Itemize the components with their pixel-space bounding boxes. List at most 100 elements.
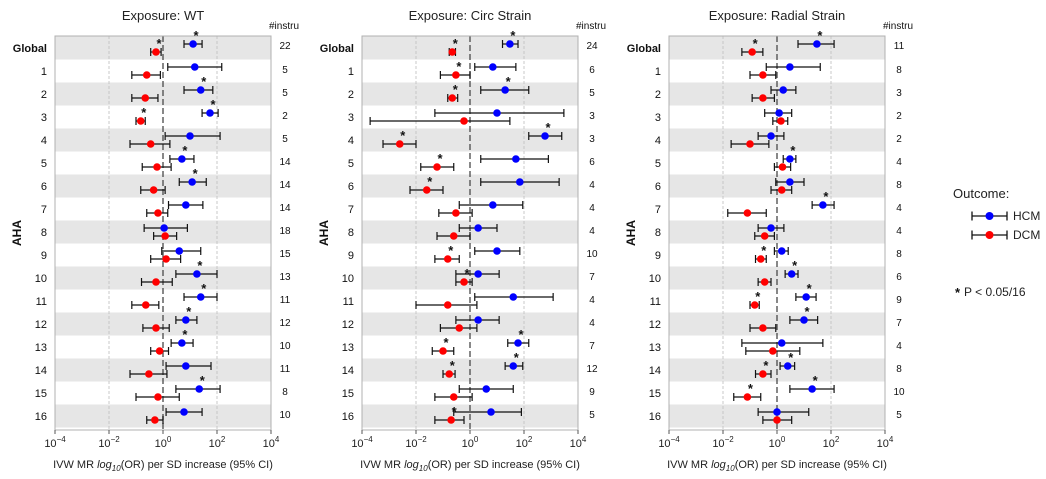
point-hcm: * — [784, 258, 799, 278]
point-hcm: * — [201, 97, 219, 117]
point-dcm — [438, 209, 473, 217]
point-dcm: * — [434, 404, 465, 424]
row-label: 14 — [35, 365, 47, 377]
point-marker — [152, 48, 160, 56]
instrument-count: 10 — [893, 387, 905, 398]
point-dcm: * — [382, 128, 417, 148]
instrument-count: 14 — [279, 157, 291, 168]
instrument-count: 2 — [282, 111, 288, 122]
point-marker — [136, 117, 145, 125]
row-label: 5 — [41, 158, 47, 170]
significance-star: * — [545, 120, 551, 135]
point-dcm: * — [749, 289, 761, 309]
point-marker — [802, 293, 810, 301]
point-hcm — [474, 247, 521, 255]
row-label: 9 — [348, 250, 354, 262]
point-marker — [182, 201, 190, 209]
point-marker — [422, 186, 431, 194]
significance-star: * — [456, 59, 462, 74]
point-marker — [474, 270, 482, 278]
significance-star: * — [763, 358, 769, 373]
significance-star: * — [807, 281, 813, 296]
point-hcm: * — [183, 74, 214, 94]
x-tick-label: 10−2 — [405, 435, 427, 450]
point-dcm: * — [434, 243, 460, 263]
x-tick-label: 102 — [209, 435, 226, 450]
point-marker — [152, 278, 160, 286]
panel-title: Exposure: Circ Strain — [409, 8, 532, 23]
point-marker — [779, 86, 788, 94]
legend-dcm-label: DCM — [1013, 228, 1040, 242]
point-dcm: * — [448, 36, 459, 56]
row-label: 9 — [41, 250, 47, 262]
row-band — [669, 59, 885, 83]
row-label: 1 — [348, 66, 354, 78]
row-label: 4 — [655, 135, 661, 147]
point-marker — [759, 71, 767, 79]
point-dcm — [129, 140, 171, 148]
point-hcm — [757, 132, 785, 140]
point-marker — [196, 293, 205, 301]
point-marker — [516, 178, 524, 186]
row-label: 5 — [348, 158, 354, 170]
row-label: 16 — [342, 411, 354, 423]
point-marker — [443, 255, 452, 263]
significance-star: * — [506, 74, 512, 89]
point-marker — [153, 163, 161, 171]
point-marker — [786, 155, 794, 163]
row-label: 11 — [650, 296, 661, 308]
point-marker — [514, 339, 522, 347]
point-marker — [769, 347, 777, 355]
point-marker — [489, 201, 497, 209]
point-dcm: * — [409, 174, 444, 194]
point-hcm — [765, 63, 821, 71]
significance-note: * P < 0.05/16 — [955, 285, 1026, 300]
instrument-count: 6 — [589, 157, 595, 168]
point-hcm: * — [795, 281, 817, 301]
instrument-count: 12 — [279, 318, 291, 329]
point-hcm: * — [501, 28, 519, 48]
point-hcm: * — [789, 304, 819, 324]
point-hcm: * — [175, 373, 221, 393]
significance-star: * — [464, 266, 470, 281]
point-hcm: * — [782, 143, 797, 163]
significance-star: * — [452, 404, 458, 419]
point-marker — [452, 209, 460, 217]
legend-title: Outcome: — [953, 186, 1009, 201]
point-marker — [452, 71, 460, 79]
row-label: 14 — [342, 365, 354, 377]
instrument-count: 6 — [896, 272, 902, 283]
significance-star: * — [182, 143, 188, 158]
significance-star: * — [448, 243, 454, 258]
point-marker — [773, 416, 781, 424]
point-dcm — [749, 71, 777, 79]
point-hcm — [165, 362, 212, 370]
significance-star: * — [761, 243, 767, 258]
row-label: 7 — [348, 204, 354, 216]
legend-item-hcm: HCM — [971, 209, 1040, 223]
point-hcm: * — [178, 166, 207, 186]
point-dcm: * — [754, 243, 767, 263]
point-dcm — [436, 232, 471, 240]
point-marker — [767, 132, 775, 140]
point-marker — [195, 385, 204, 393]
point-hcm — [474, 63, 517, 71]
significance-star: * — [453, 36, 459, 51]
point-marker — [756, 255, 765, 263]
instrument-count: 5 — [282, 88, 288, 99]
x-axis-label: IVW MR log10(OR) per SD increase (95% CI… — [667, 459, 887, 473]
point-hcm — [434, 109, 565, 117]
panel-title: Exposure: Radial Strain — [709, 8, 846, 23]
point-hcm: * — [811, 189, 835, 209]
row-label: 1 — [41, 66, 47, 78]
significance-star: * — [788, 350, 794, 365]
point-marker — [439, 347, 447, 355]
point-dcm — [141, 163, 172, 171]
point-dcm — [754, 232, 775, 240]
instrument-count: 4 — [589, 318, 595, 329]
point-dcm — [146, 209, 169, 217]
point-hcm: * — [175, 258, 218, 278]
instrument-count: 5 — [589, 410, 595, 421]
point-dcm — [140, 278, 173, 286]
significance-star: * — [186, 304, 192, 319]
